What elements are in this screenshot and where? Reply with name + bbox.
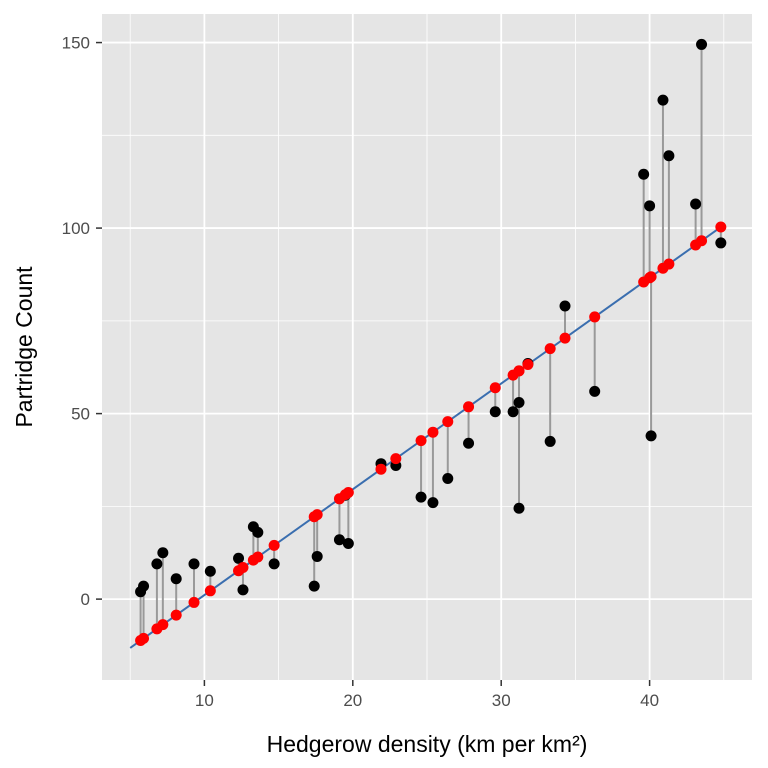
y-tick-labels: 0 50 100 150 — [62, 34, 90, 610]
fitted-point — [442, 416, 454, 428]
observed-point — [311, 550, 323, 562]
fitted-points — [135, 221, 727, 647]
observed-point — [663, 150, 675, 162]
fitted-point — [513, 365, 525, 377]
y-tick-label: 150 — [62, 34, 90, 53]
grid-minor — [102, 14, 752, 680]
observed-point — [237, 584, 249, 596]
x-tick-label: 40 — [640, 691, 659, 710]
fitted-point — [589, 311, 601, 323]
fitted-point — [559, 332, 571, 344]
observed-points — [135, 38, 727, 598]
fitted-point — [544, 343, 556, 355]
y-axis-title: Partridge Count — [11, 266, 37, 428]
fitted-point — [342, 486, 354, 498]
y-tick-label: 50 — [71, 405, 90, 424]
fitted-point — [157, 619, 169, 631]
y-tick-label: 100 — [62, 219, 90, 238]
observed-point — [188, 558, 200, 570]
fitted-point — [696, 235, 708, 247]
observed-point — [427, 497, 439, 509]
grid-major — [102, 14, 752, 680]
observed-point — [638, 168, 650, 180]
observed-point — [544, 435, 556, 447]
fitted-point — [252, 551, 264, 563]
observed-point — [170, 573, 182, 585]
x-tick-labels: 10 20 30 40 — [195, 691, 659, 710]
fitted-point — [268, 539, 280, 551]
observed-point — [268, 558, 280, 570]
x-axis-title: Hedgerow density (km per km²) — [267, 731, 588, 757]
fitted-point — [204, 585, 216, 597]
observed-point — [513, 396, 525, 408]
fitted-point — [463, 401, 475, 413]
observed-point — [589, 385, 601, 397]
x-tick-label: 20 — [343, 691, 362, 710]
fitted-point — [489, 382, 501, 394]
fitted-point — [415, 435, 427, 447]
fitted-point — [375, 463, 387, 475]
observed-point — [233, 552, 245, 564]
observed-point — [559, 300, 571, 312]
observed-point — [138, 580, 150, 592]
observed-point — [333, 534, 345, 546]
x-tick-label: 10 — [195, 691, 214, 710]
observed-point — [204, 565, 216, 577]
observed-point — [342, 537, 354, 549]
observed-point — [715, 237, 727, 249]
observed-point — [151, 558, 163, 570]
observed-point — [507, 406, 519, 418]
observed-point — [415, 491, 427, 503]
observed-point — [645, 430, 657, 442]
observed-point — [442, 473, 454, 485]
y-tick-label: 0 — [81, 590, 90, 609]
fitted-point — [390, 453, 402, 465]
axis-ticks — [96, 41, 651, 686]
observed-point — [252, 526, 264, 538]
x-tick-label: 30 — [492, 691, 511, 710]
observed-point — [463, 437, 475, 449]
observed-point — [657, 94, 669, 106]
observed-point — [308, 580, 320, 592]
fitted-point — [645, 271, 657, 283]
fitted-point — [663, 258, 675, 270]
fitted-point — [138, 632, 150, 644]
observed-point — [489, 406, 501, 418]
fitted-point — [427, 426, 439, 438]
observed-point — [157, 547, 169, 559]
observed-point — [644, 200, 656, 212]
fitted-point — [715, 221, 727, 233]
observed-point — [696, 38, 708, 50]
fitted-point — [311, 509, 323, 521]
observed-point — [690, 198, 702, 210]
fitted-point — [188, 596, 200, 608]
observed-point — [513, 502, 525, 514]
fitted-point — [237, 562, 249, 574]
fitted-point — [170, 609, 182, 621]
fitted-point — [522, 359, 534, 371]
